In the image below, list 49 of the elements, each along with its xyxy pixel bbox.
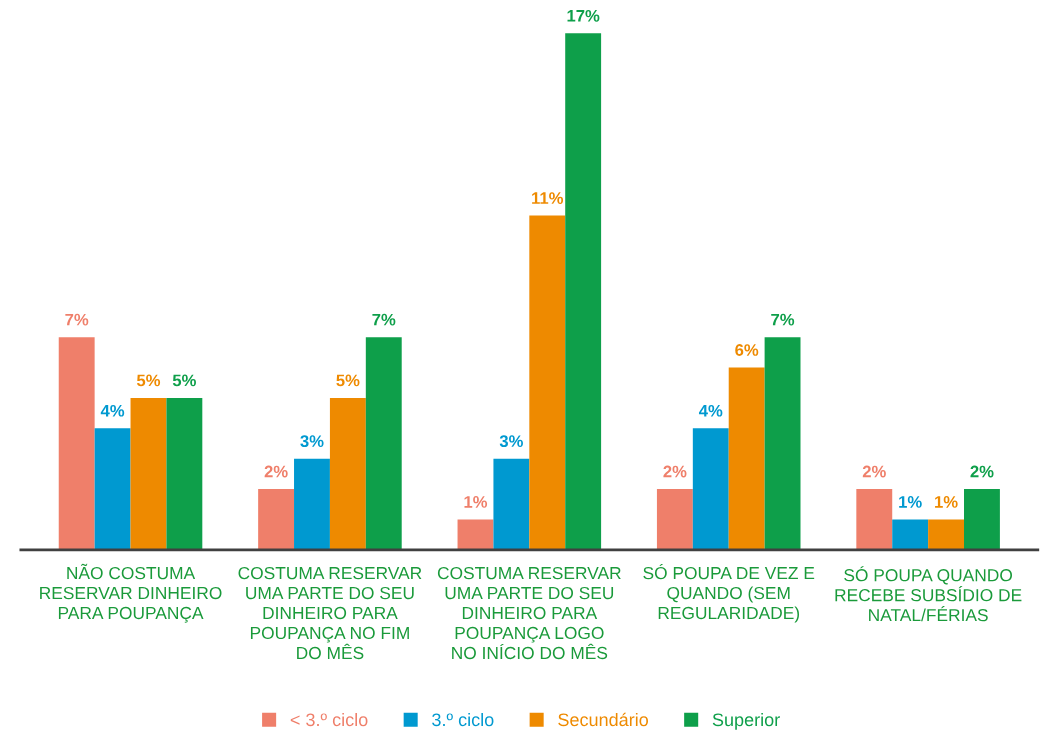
bar xyxy=(892,519,929,550)
bar xyxy=(258,489,295,550)
x-tick-label: SÓ POUPA QUANDO RECEBE SUBSÍDIO DE NATAL/FÉRIAS xyxy=(835,566,1022,622)
bar xyxy=(94,428,131,550)
x-tick-label: NÃO COSTUMA RESERVAR DINHEIRO PARA POUPANÇA xyxy=(40,563,222,623)
bar xyxy=(565,33,602,550)
bar xyxy=(294,458,330,550)
data-label: 1% xyxy=(899,496,922,508)
data-label: 3% xyxy=(499,435,523,448)
data-label: 1% xyxy=(935,496,958,508)
legend-label: < 3.º ciclo xyxy=(290,712,368,727)
legend-label: Secundário xyxy=(558,712,649,727)
bar xyxy=(656,489,693,550)
data-label: 3% xyxy=(300,435,324,448)
data-label: 2% xyxy=(264,465,288,478)
data-label: 5% xyxy=(172,374,196,387)
data-label: 4% xyxy=(698,404,723,417)
x-tick-label: COSTUMA RESERVAR UMA PARTE DO SEU DINHEIRO PARA POUPANÇA NO FIM DO MÊS xyxy=(238,566,422,660)
data-label: 2% xyxy=(663,465,687,478)
x-tick-label: SÓ POUPA DE VEZ E QUANDO (SEM REGULARIDADE) xyxy=(643,563,815,623)
legend-label: 3.º ciclo xyxy=(432,712,494,727)
data-label: 11% xyxy=(532,192,564,204)
data-label: 5% xyxy=(336,374,360,387)
data-label: 5% xyxy=(136,374,161,387)
bar xyxy=(493,458,530,550)
x-tick-label: COSTUMA RESERVAR UMA PARTE DO SEU DINHEIRO PARA POUPANÇA LOGO NO INÍCIO DO MÊS xyxy=(437,566,621,660)
bar xyxy=(457,519,494,550)
data-label: 2% xyxy=(970,465,994,478)
data-label: 17% xyxy=(567,9,600,22)
bar xyxy=(692,428,729,550)
bar xyxy=(728,367,765,550)
bar xyxy=(529,215,566,550)
data-label: 7% xyxy=(372,313,396,326)
bar xyxy=(166,397,203,550)
data-label: 4% xyxy=(100,404,125,417)
bar xyxy=(964,489,1000,550)
bar xyxy=(856,489,893,550)
data-label: 1% xyxy=(464,496,488,508)
bar xyxy=(329,397,366,550)
data-label: 2% xyxy=(862,465,886,478)
data-label: 7% xyxy=(771,313,795,326)
bar xyxy=(58,337,95,550)
bar xyxy=(928,519,965,550)
bar xyxy=(365,337,402,550)
bar xyxy=(764,337,801,550)
legend-label: Superior xyxy=(712,712,780,730)
data-label: 6% xyxy=(735,344,759,356)
data-label: 7% xyxy=(65,313,89,326)
bar xyxy=(130,397,167,550)
